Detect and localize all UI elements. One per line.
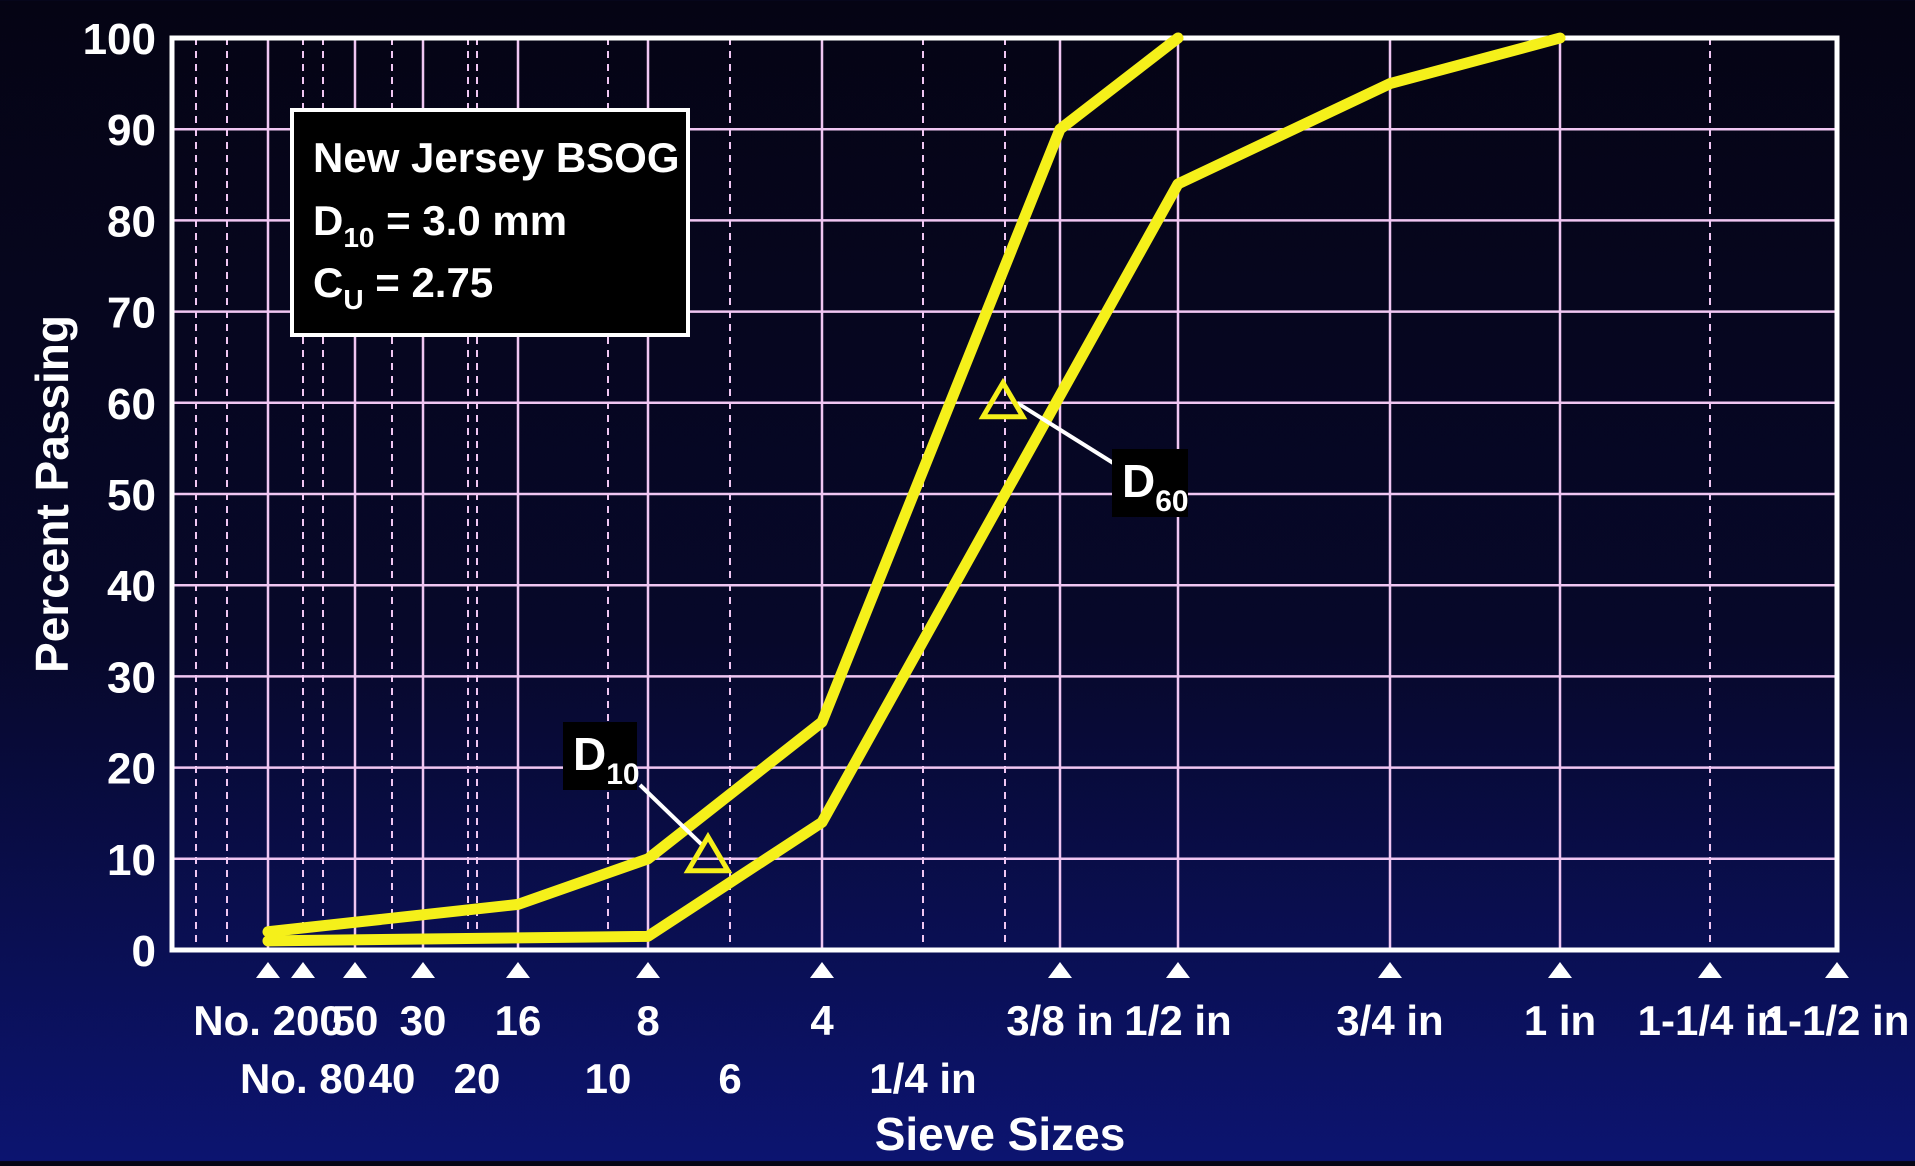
legend-box: New Jersey BSOG D10 = 3.0 mm CU = 2.75: [292, 110, 688, 335]
y-tick-label: 70: [107, 289, 156, 338]
y-axis-title: Percent Passing: [26, 315, 78, 673]
x-tick-label: 3/4 in: [1336, 997, 1443, 1044]
x-tick-label: No. 80: [240, 1055, 366, 1102]
legend-d10-symbol: D: [313, 197, 343, 244]
y-tick-label: 0: [132, 927, 156, 976]
x-tick-label: 16: [495, 997, 542, 1044]
x-tick-marker: [343, 962, 367, 978]
d60-label-subscript: 60: [1155, 485, 1188, 518]
x-axis-title: Sieve Sizes: [875, 1108, 1126, 1160]
x-tick-label: No. 200: [193, 997, 342, 1044]
legend-d10-subscript: 10: [343, 222, 374, 253]
x-tick-marker: [411, 962, 435, 978]
x-tick-marker: [1698, 962, 1722, 978]
x-tick-label: 1 in: [1524, 997, 1596, 1044]
x-tick-label: 1/4 in: [869, 1055, 976, 1102]
x-tick-marker: [1166, 962, 1190, 978]
x-tick-marker: [636, 962, 660, 978]
d60-marker: [983, 383, 1023, 417]
y-tick-label: 30: [107, 653, 156, 702]
d10-label-symbol: D: [573, 728, 606, 780]
x-tick-label: 6: [718, 1055, 741, 1102]
x-tick-marker: [810, 962, 834, 978]
legend-title: New Jersey BSOG: [313, 134, 680, 181]
legend-cu-symbol: C: [313, 259, 343, 306]
y-tick-label: 80: [107, 197, 156, 246]
x-tick-marker: [1825, 962, 1849, 978]
d10-marker: [688, 837, 728, 871]
d60-label-symbol: D: [1122, 455, 1155, 507]
y-tick-label: 90: [107, 106, 156, 155]
x-tick-marker: [506, 962, 530, 978]
x-tick-marker: [256, 962, 280, 978]
x-tick-marker: [291, 962, 315, 978]
x-tick-label: 50: [332, 997, 379, 1044]
y-tick-label: 10: [107, 836, 156, 885]
y-tick-label: 100: [83, 15, 156, 64]
y-tick-label: 20: [107, 745, 156, 794]
x-tick-label: 40: [369, 1055, 416, 1102]
x-tick-marker: [1378, 962, 1402, 978]
legend-d10-value: = 3.0 mm: [375, 197, 568, 244]
x-tick-label: 1/2 in: [1124, 997, 1231, 1044]
y-tick-label: 50: [107, 471, 156, 520]
legend-cu-value: = 2.75: [364, 259, 494, 306]
legend-cu-subscript: U: [343, 284, 363, 315]
y-axis-ticks: 0 10 20 30 40 50 60 70 80 90 100: [83, 15, 156, 976]
x-tick-label: 1-1/4 in: [1638, 997, 1783, 1044]
x-tick-label: 30: [400, 997, 447, 1044]
x-tick-label: 1-1/2 in: [1765, 997, 1910, 1044]
x-tick-label: 3/8 in: [1006, 997, 1113, 1044]
y-tick-label: 40: [107, 562, 156, 611]
x-tick-label: 8: [636, 997, 659, 1044]
x-tick-label: 4: [810, 997, 834, 1044]
y-tick-label: 60: [107, 380, 156, 429]
x-tick-marker: [1048, 962, 1072, 978]
x-tick-marker: [1548, 962, 1572, 978]
x-tick-label: 20: [454, 1055, 501, 1102]
x-tick-label: 10: [585, 1055, 632, 1102]
d10-label-subscript: 10: [606, 758, 639, 791]
